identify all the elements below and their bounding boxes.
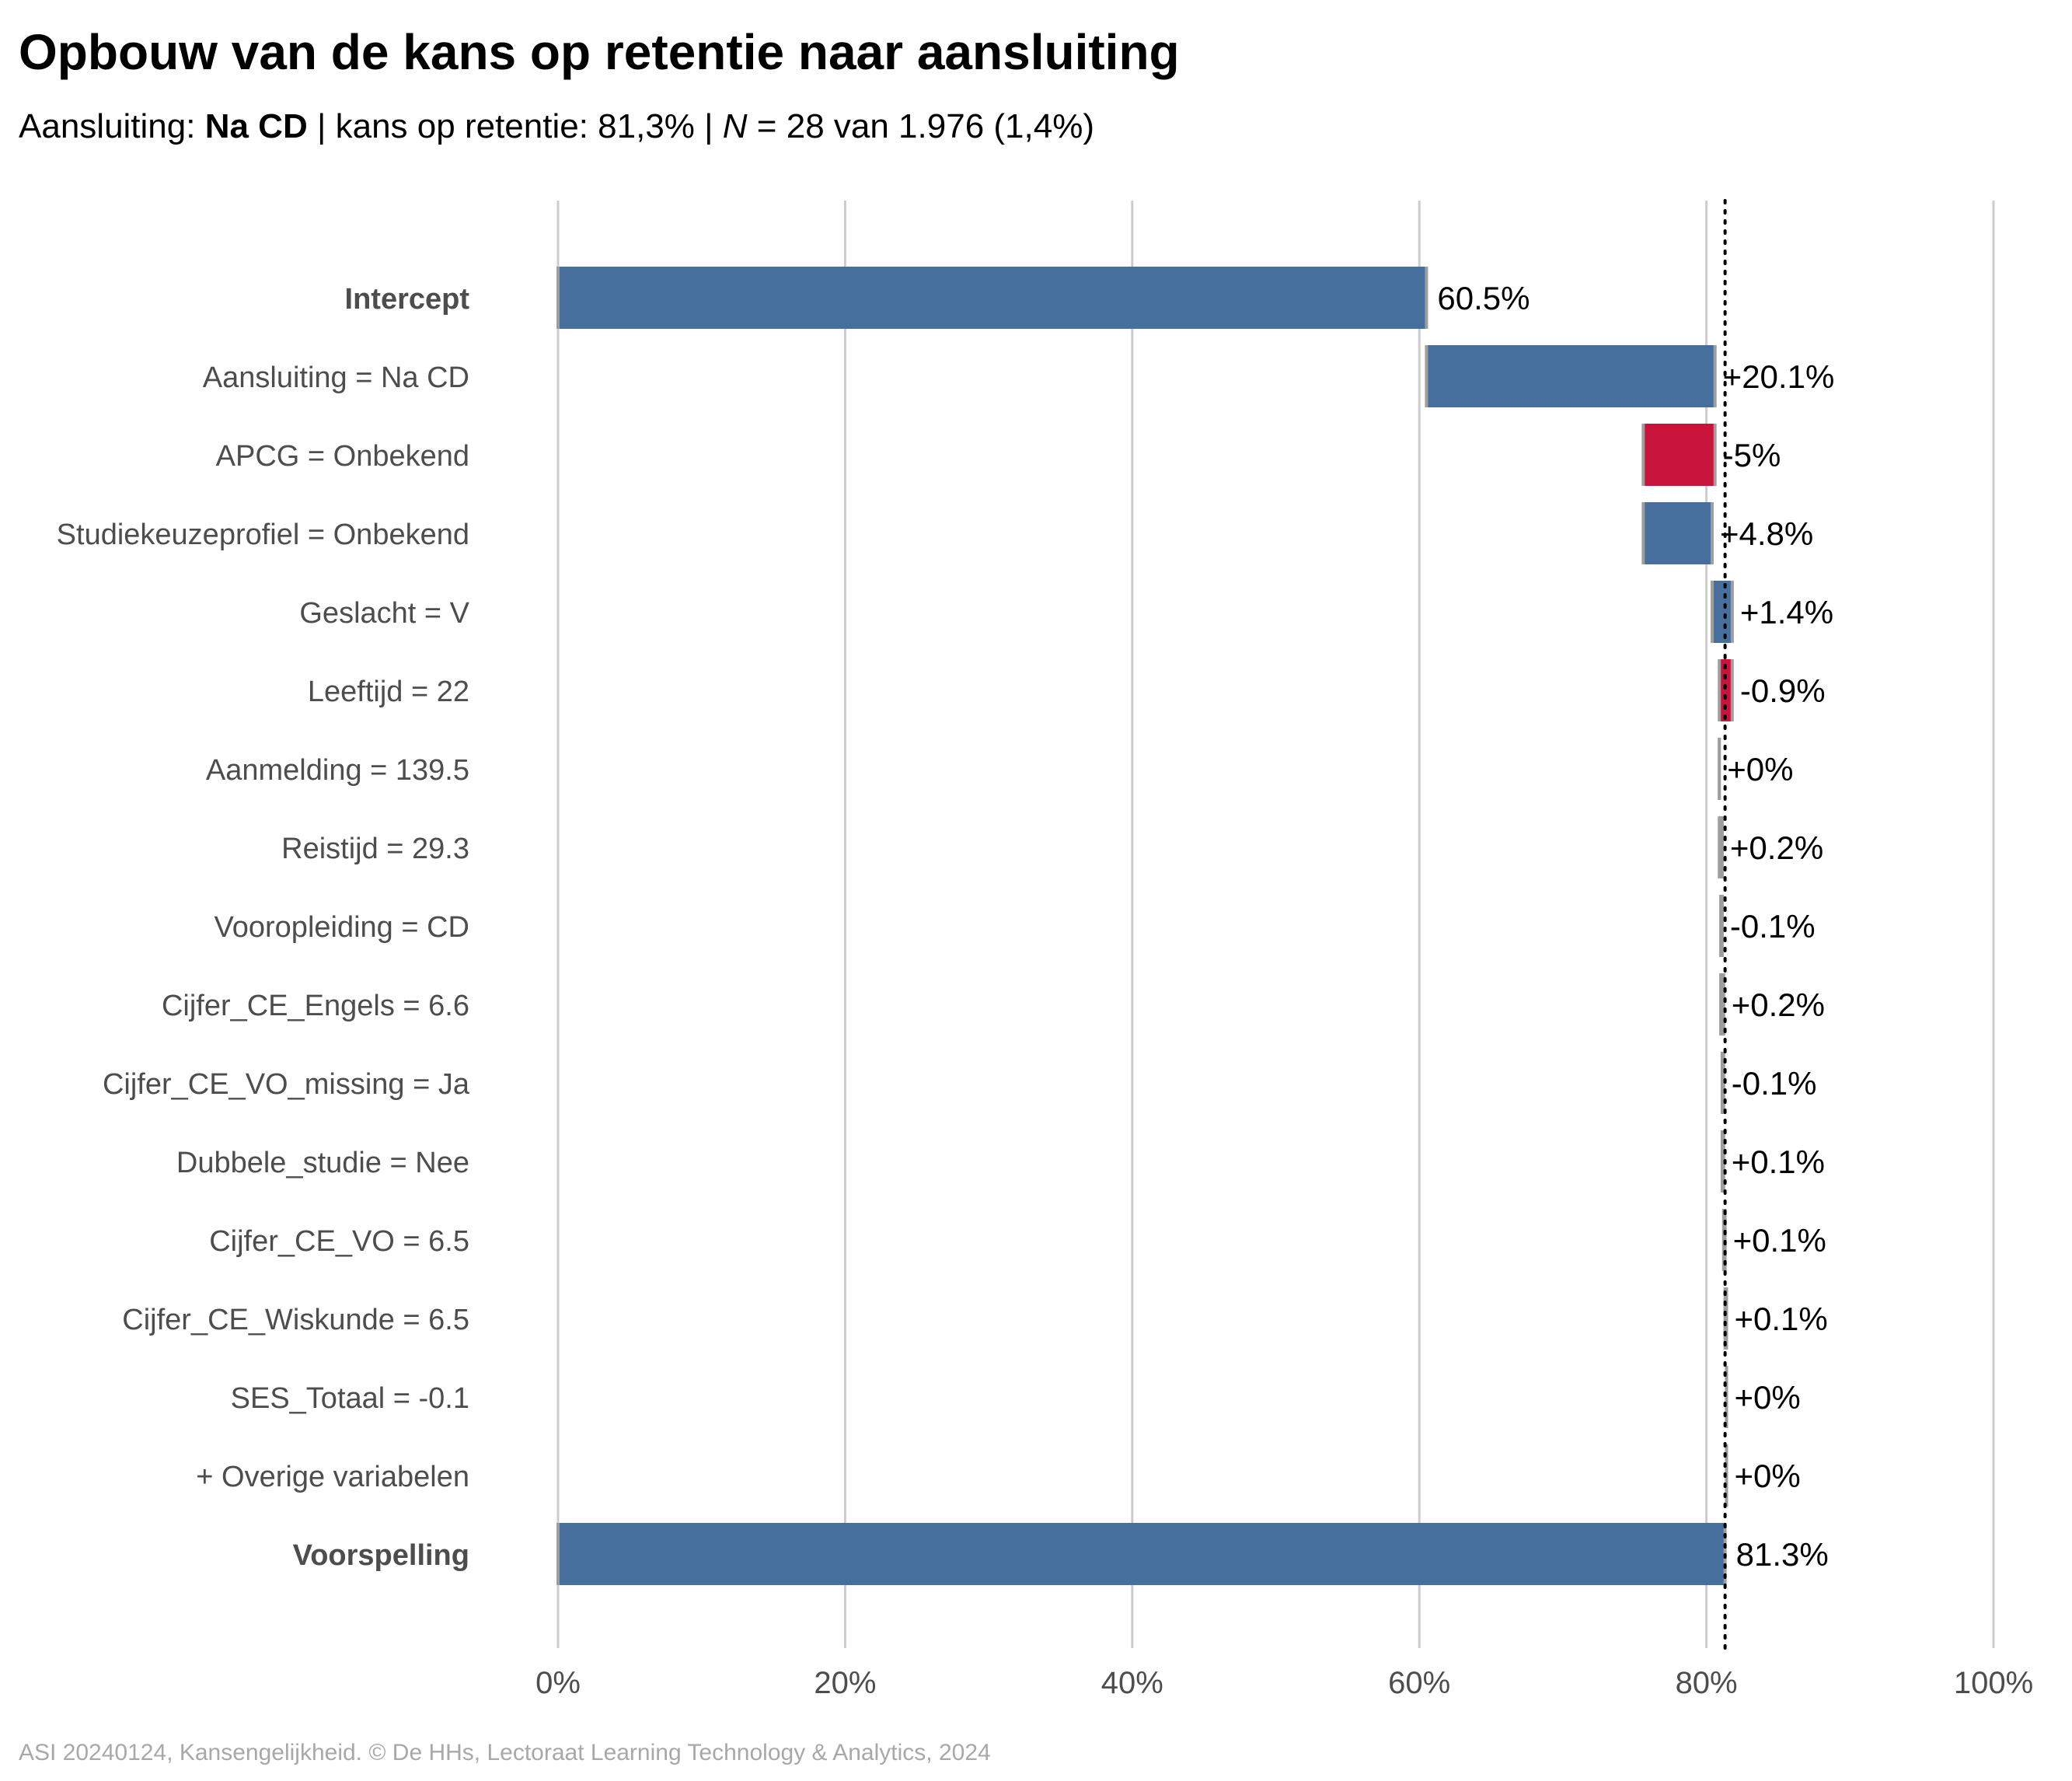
category-label: SES_Totaal = -0.1	[231, 1382, 469, 1415]
x-tick-label: 60%	[1388, 1666, 1450, 1700]
value-label: -5%	[1723, 437, 1781, 473]
category-label: Dubbele_studie = Nee	[176, 1147, 469, 1179]
value-label: +0.2%	[1730, 829, 1823, 866]
x-tick-label: 80%	[1676, 1666, 1738, 1700]
value-label: -0.9%	[1740, 672, 1826, 709]
subtitle-part2: | kans op retentie: 81,3% |	[307, 107, 723, 145]
category-label: Cijfer_CE_Wiskunde = 6.5	[122, 1304, 469, 1336]
category-label: Aansluiting = Na CD	[203, 361, 469, 394]
category-label: Aanmelding = 139.5	[206, 754, 469, 787]
x-tick-label: 20%	[814, 1666, 876, 1700]
category-label: Reistijd = 29.3	[281, 833, 469, 865]
category-label: Vooropleiding = CD	[215, 911, 470, 944]
category-label: APCG = Onbekend	[216, 440, 469, 473]
value-label: +0.1%	[1734, 1301, 1827, 1337]
x-tick-label: 0%	[535, 1666, 581, 1700]
subtitle-italic: N	[722, 107, 748, 145]
x-tick-label: 40%	[1101, 1666, 1163, 1700]
value-label: +20.1%	[1723, 358, 1835, 395]
category-label: Intercept	[345, 283, 470, 316]
value-label: +1.4%	[1740, 594, 1833, 630]
waterfall-bar	[1719, 659, 1732, 721]
value-label: +0%	[1727, 751, 1793, 787]
value-label: 60.5%	[1437, 280, 1530, 316]
category-label: Cijfer_CE_VO_missing = Ja	[103, 1068, 470, 1101]
category-label: + Overige variabelen	[196, 1461, 469, 1493]
chart-title: Opbouw van de kans op retentie naar aans…	[19, 24, 1180, 80]
category-label: Voorspelling	[293, 1539, 469, 1572]
waterfall-bar	[1643, 424, 1715, 486]
value-label: 81.3%	[1736, 1536, 1829, 1573]
value-label: +0.1%	[1732, 1144, 1825, 1180]
value-label: +0%	[1734, 1379, 1800, 1416]
value-label: -0.1%	[1732, 1065, 1817, 1102]
waterfall-bar	[1426, 345, 1715, 407]
subtitle-part3: = 28 van 1.976 (1,4%)	[747, 107, 1094, 145]
value-label: -0.1%	[1730, 908, 1816, 945]
value-label: +0%	[1734, 1458, 1800, 1494]
value-label: +0.1%	[1733, 1222, 1826, 1259]
category-label: Cijfer_CE_Engels = 6.6	[162, 990, 469, 1022]
category-label: Leeftijd = 22	[308, 676, 469, 708]
waterfall-bar	[558, 1523, 1725, 1585]
chart-subtitle: Aansluiting: Na CD | kans op retentie: 8…	[19, 107, 1094, 146]
subtitle-bold: Na CD	[204, 107, 308, 145]
value-label: +4.8%	[1720, 515, 1813, 552]
chart-caption: ASI 20240124, Kansengelijkheid. © De HHs…	[19, 1740, 991, 1765]
category-label: Geslacht = V	[299, 597, 469, 630]
category-label: Cijfer_CE_VO = 6.5	[209, 1225, 469, 1258]
waterfall-bar	[1643, 502, 1712, 564]
category-label: Studiekeuzeprofiel = Onbekend	[57, 519, 469, 551]
waterfall-bar	[1711, 581, 1732, 643]
value-label: +0.2%	[1732, 987, 1825, 1023]
subtitle-part1: Aansluiting:	[19, 107, 205, 145]
x-tick-label: 100%	[1954, 1666, 2033, 1700]
waterfall-bar	[558, 267, 1427, 329]
